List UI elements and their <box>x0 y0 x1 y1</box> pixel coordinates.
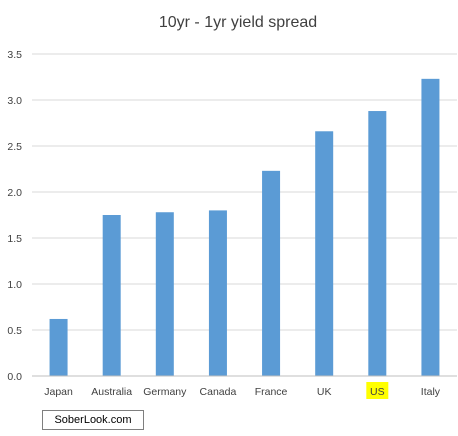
y-tick-label: 0.5 <box>7 325 22 337</box>
x-category-label: Germany <box>143 386 187 398</box>
bar-australia <box>102 215 121 376</box>
x-category-label: UK <box>317 386 332 398</box>
source-label: SoberLook.com <box>42 410 144 430</box>
bar-france <box>262 170 281 376</box>
bar-canada <box>208 210 227 376</box>
x-category-label: Canada <box>200 386 237 398</box>
bar-uk <box>315 131 334 376</box>
x-axis-categories: Japan Australia Germany Canada France UK US Ita… <box>44 382 441 399</box>
bars <box>49 78 440 376</box>
bar-italy <box>421 78 440 376</box>
x-category-label: France <box>255 386 288 398</box>
y-tick-label: 3.0 <box>7 95 22 107</box>
y-tick-label: 1.5 <box>7 233 22 245</box>
y-tick-label: 3.5 <box>7 49 22 61</box>
x-category-label: US <box>370 386 385 398</box>
y-tick-label: 2.5 <box>7 141 22 153</box>
gridlines <box>32 53 457 331</box>
bar-germany <box>155 212 174 376</box>
bar-us <box>368 111 387 376</box>
y-tick-label: 1.0 <box>7 279 22 291</box>
y-tick-label: 2.0 <box>7 187 22 199</box>
bar-japan <box>49 318 68 376</box>
y-axis-ticks: 0.0 0.5 1.0 1.5 2.0 2.5 3.0 3.5 <box>7 49 22 383</box>
y-tick-label: 0.0 <box>7 371 22 383</box>
x-category-label: Japan <box>44 386 73 398</box>
x-category-label: Australia <box>91 386 132 398</box>
category-highlight <box>366 382 389 399</box>
x-category-label: Italy <box>421 386 441 398</box>
chart-title: 10yr - 1yr yield spread <box>159 14 317 31</box>
